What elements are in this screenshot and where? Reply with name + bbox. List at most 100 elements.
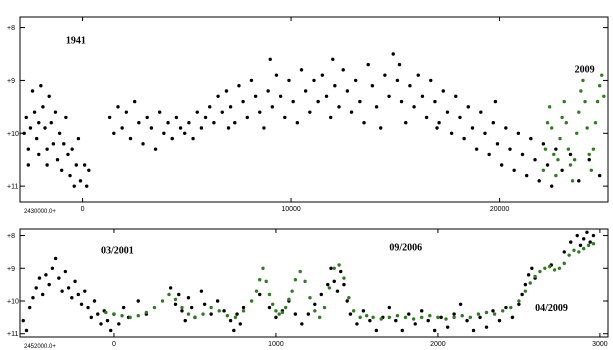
bottom-series-0-point — [21, 318, 25, 323]
top-series-1-point — [589, 168, 594, 172]
bottom-series-0-point — [432, 328, 437, 333]
bottom-series-0-point — [34, 286, 38, 290]
top-series-0-point — [195, 110, 199, 114]
top-series-0-point — [404, 121, 408, 125]
top-series-0-point — [249, 78, 254, 83]
top-series-0-point — [349, 110, 354, 114]
top-series-0-point — [32, 110, 37, 114]
top-series-0-point — [597, 173, 602, 178]
top-series-0-point — [30, 89, 35, 93]
bottom-panel-offset-label: 2452000.0+ — [24, 344, 56, 350]
top-series-0-point — [28, 126, 33, 130]
top-series-0-point — [233, 121, 237, 125]
top-series-0-point — [387, 94, 391, 98]
bottom-series-0-point — [458, 302, 463, 306]
top-series-0-point — [466, 105, 470, 109]
top-series-0-point — [341, 68, 345, 72]
top-series-0-point — [320, 73, 325, 77]
bottom-series-1-point — [547, 264, 552, 269]
top-annotation: 1941 — [66, 35, 86, 46]
bottom-series-0-point — [183, 318, 187, 323]
bottom-series-0-point — [186, 296, 191, 300]
top-series-0-point — [474, 147, 479, 151]
top-series-0-point — [183, 131, 187, 135]
bottom-series-1-point — [337, 263, 341, 267]
top-series-1-point — [562, 99, 566, 104]
bottom-series-1-point — [225, 314, 230, 318]
top-series-0-point — [158, 110, 162, 114]
bottom-series-1-point — [371, 315, 375, 320]
top-series-0-point — [312, 78, 316, 83]
top-series-1-point — [543, 147, 548, 151]
bottom-y-tick-label: +11 — [7, 331, 18, 338]
top-series-0-point — [545, 163, 550, 167]
top-x-tick-label: 20000 — [490, 206, 510, 213]
bottom-series-0-point — [199, 289, 204, 293]
bottom-series-0-point — [484, 325, 489, 329]
top-series-0-point — [295, 121, 300, 125]
top-series-0-point — [60, 168, 64, 172]
top-series-0-point — [504, 126, 508, 130]
top-y-tick-label: +8 — [7, 25, 15, 32]
top-series-0-point — [499, 163, 504, 167]
top-series-0-point — [399, 99, 404, 104]
top-series-0-point — [308, 110, 312, 114]
bottom-series-0-point — [300, 322, 304, 326]
top-series-0-point — [487, 152, 491, 157]
bottom-series-1-point — [517, 299, 521, 303]
bottom-series-0-point — [24, 328, 29, 333]
bottom-series-1-point — [274, 309, 278, 313]
bottom-series-0-point — [136, 299, 140, 303]
top-y-tick-label: +11 — [7, 184, 18, 191]
top-series-0-point — [268, 57, 272, 61]
bottom-x-tick-label: 2000 — [430, 341, 446, 348]
bottom-x-tick-label: 3000 — [592, 341, 608, 348]
top-series-0-point — [85, 184, 89, 188]
top-y-tick-label: +10 — [7, 131, 19, 138]
top-series-0-point — [299, 68, 304, 72]
top-series-0-point — [554, 147, 558, 151]
bottom-series-1-point — [332, 266, 336, 270]
top-series-0-point — [303, 89, 308, 93]
top-series-1-point — [572, 158, 577, 162]
bottom-series-0-point — [50, 266, 55, 270]
bottom-series-0-point — [222, 309, 226, 313]
bottom-series-1-point — [144, 310, 149, 315]
top-series-0-point — [41, 105, 45, 109]
top-series-1-point — [600, 73, 604, 77]
top-series-0-point — [124, 110, 129, 114]
top-panel-annotations: 1941 2009 — [66, 35, 595, 75]
top-series-0-point — [424, 115, 429, 120]
bottom-panel-axes: +8 +9 +10 +11 0 1000 2000 3000 — [7, 229, 608, 348]
bottom-series-0-point — [105, 318, 110, 323]
top-series-0-point — [283, 115, 287, 120]
bottom-series-0-point — [96, 312, 100, 316]
bottom-series-1-point — [557, 266, 562, 270]
top-series-0-point — [253, 94, 258, 98]
top-series-0-point — [462, 136, 466, 141]
bottom-series-0-point — [109, 328, 113, 333]
bottom-series-0-point — [465, 318, 469, 323]
bottom-series-0-point — [121, 305, 126, 310]
bottom-series-1-point — [254, 289, 259, 293]
bottom-series-0-point — [228, 318, 233, 323]
top-series-1-point — [550, 126, 554, 130]
bottom-series-0-point — [348, 312, 353, 316]
bottom-series-1-point — [327, 286, 332, 290]
top-series-0-point — [366, 62, 370, 67]
top-series-0-point — [258, 110, 262, 114]
top-annotation: 2009 — [575, 65, 595, 76]
bottom-series-0-point — [520, 292, 524, 297]
bottom-series-0-point — [202, 302, 207, 306]
top-series-0-point — [55, 158, 60, 162]
bottom-series-0-point — [313, 302, 317, 306]
top-series-1-point — [566, 147, 571, 151]
top-series-0-point — [391, 52, 395, 56]
bottom-series-1-point — [303, 279, 307, 284]
bottom-series-0-point — [591, 233, 596, 238]
bottom-series-0-point — [517, 302, 521, 306]
bottom-panel-annotations: 03/2001 09/2006 04/2009 — [101, 242, 568, 314]
bottom-series-0-point — [70, 296, 74, 300]
top-series-1-point — [558, 136, 562, 141]
